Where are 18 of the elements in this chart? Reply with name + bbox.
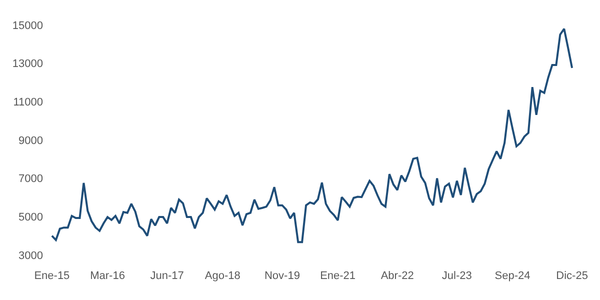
y-tick-label: 7000 <box>18 173 43 186</box>
x-tick-label: Jul-23 <box>442 270 472 282</box>
y-tick-label: 5000 <box>18 212 43 224</box>
x-tick-label: Nov-19 <box>264 270 300 282</box>
x-tick-label: Jun-17 <box>150 270 184 282</box>
x-tick-label: Ene-21 <box>320 270 356 282</box>
x-tick-label: Ene-15 <box>34 270 70 282</box>
x-tick-label: Abr-22 <box>380 270 414 282</box>
x-tick-label: Mar-16 <box>90 270 125 282</box>
y-tick-label: 9000 <box>18 134 43 147</box>
x-tick-label: Ago-18 <box>204 270 240 282</box>
y-tick-label: 3000 <box>18 250 43 262</box>
y-tick-label: 13000 <box>12 58 43 70</box>
x-tick-label: Dic-25 <box>556 270 588 282</box>
y-tick-label: 11000 <box>13 96 43 109</box>
line-series <box>50 28 574 244</box>
y-tick-label: 15000 <box>12 20 43 32</box>
x-tick-label: Sep-24 <box>494 270 530 282</box>
